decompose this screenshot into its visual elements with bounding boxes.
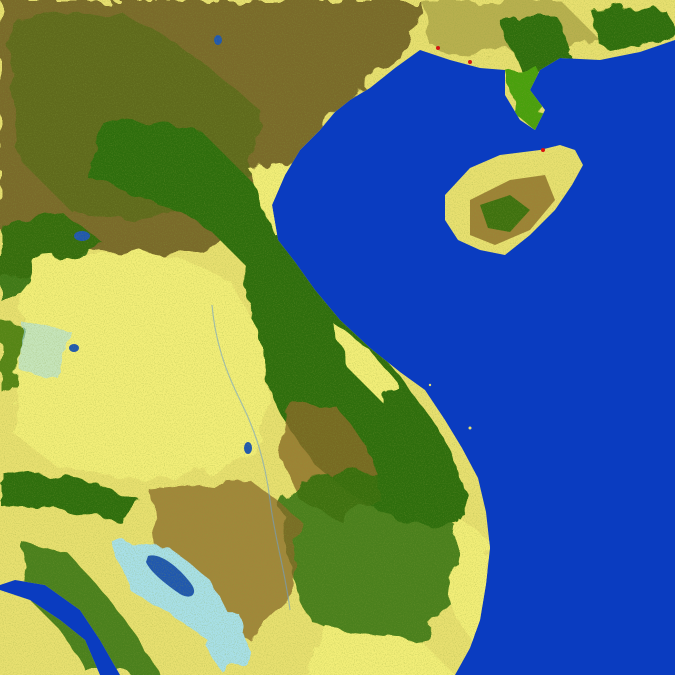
hainan-island: [445, 145, 583, 255]
offshore-island: [428, 383, 432, 387]
offshore-island: [468, 426, 472, 430]
